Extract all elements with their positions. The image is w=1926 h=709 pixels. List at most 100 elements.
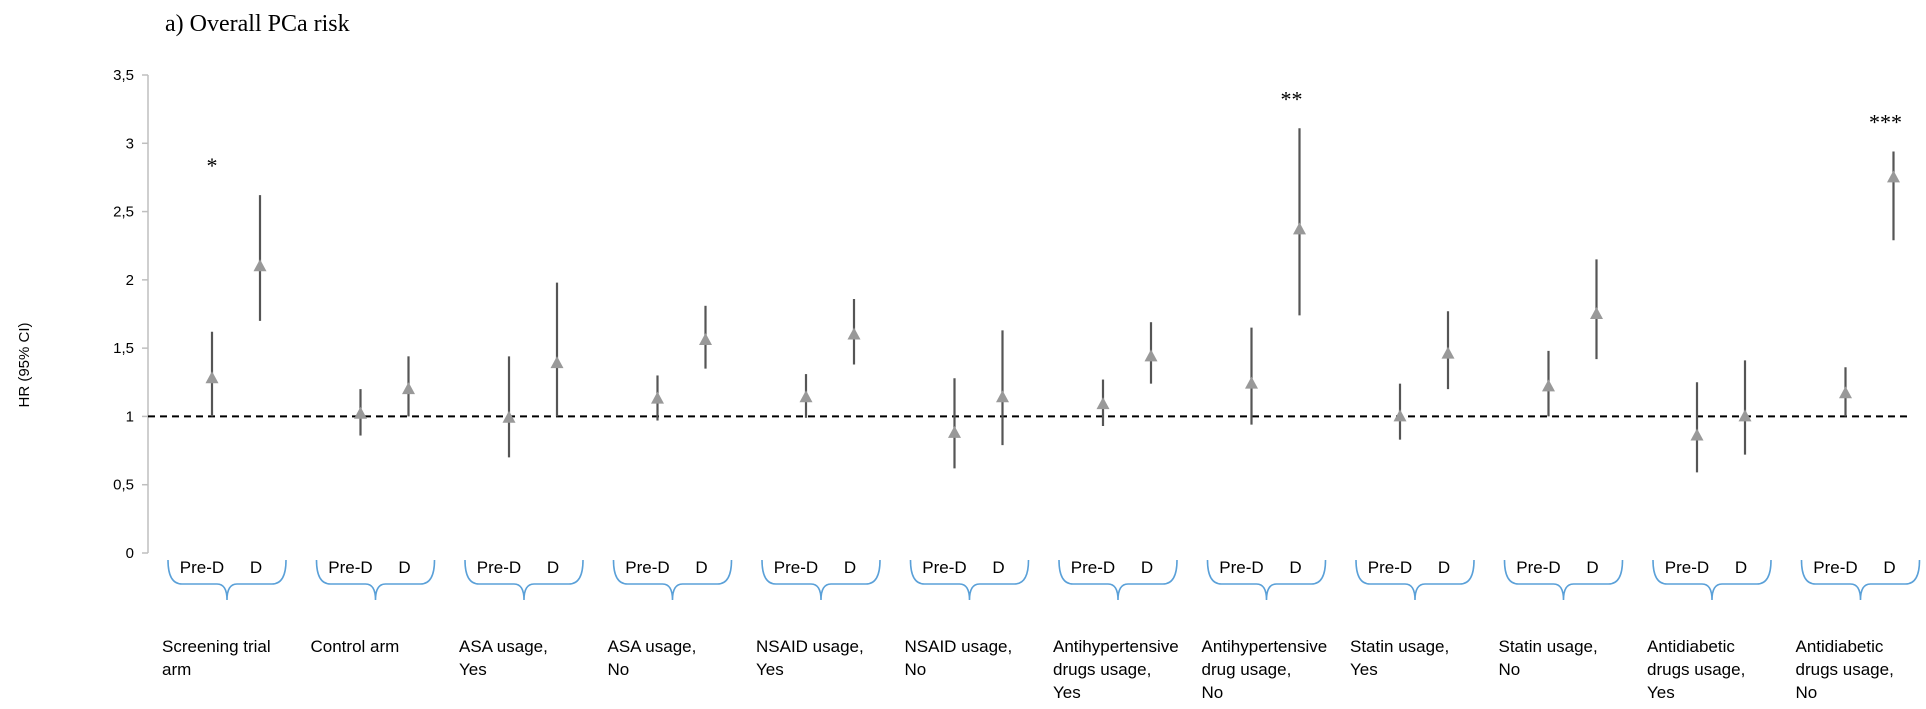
group-bracket <box>761 559 881 601</box>
group-label: Statin usage, <box>1350 637 1449 656</box>
plot-marks: ****** <box>205 86 1902 473</box>
hr-marker <box>502 410 516 423</box>
group-label: No <box>1499 660 1521 679</box>
hr-marker <box>1839 386 1852 399</box>
y-tick-label: 2 <box>126 272 134 289</box>
group-label: Antidiabetic <box>1796 637 1884 656</box>
group-label: Antihypertensive <box>1202 637 1328 656</box>
hr-marker <box>1590 307 1603 319</box>
significance-marker: ** <box>1281 86 1303 111</box>
group-label: Yes <box>1647 683 1675 702</box>
group-bracket <box>167 559 287 601</box>
phase-label-d: D <box>695 558 707 577</box>
phase-label-pre-d: Pre-D <box>1516 558 1560 577</box>
phase-label-pre-d: Pre-D <box>1219 558 1263 577</box>
phase-label-d: D <box>992 558 1004 577</box>
phase-label-d: D <box>1438 558 1450 577</box>
group-label: NSAID usage, <box>756 637 864 656</box>
group-label: No <box>1796 683 1818 702</box>
group-brackets <box>167 559 1921 601</box>
hr-marker <box>1441 346 1455 359</box>
phase-label-d: D <box>547 558 559 577</box>
y-tick-label: 1 <box>126 408 134 425</box>
phase-label-pre-d: Pre-D <box>477 558 521 577</box>
phase-label-d: D <box>1586 558 1598 577</box>
group-bracket <box>1355 559 1475 601</box>
group-label: Screening trial <box>162 637 271 656</box>
significance-marker: * <box>207 153 218 178</box>
group-bracket <box>464 559 584 601</box>
group-bracket <box>612 559 733 601</box>
phase-label-d: D <box>1883 558 1895 577</box>
group-label: arm <box>162 660 191 679</box>
hr-marker <box>1690 428 1704 441</box>
group-label: drugs usage, <box>1647 660 1745 679</box>
group-label: Control arm <box>311 637 400 656</box>
group-bracket <box>1503 559 1624 601</box>
phase-label-d: D <box>1289 558 1301 577</box>
group-label: ASA usage, <box>459 637 548 656</box>
y-tick-label: 3,5 <box>113 67 134 84</box>
hr-marker <box>1293 222 1306 235</box>
y-tick-label: 0 <box>126 545 134 562</box>
phase-label-d: D <box>1141 558 1153 577</box>
group-bracket <box>909 559 1030 601</box>
phase-label-pre-d: Pre-D <box>328 558 372 577</box>
group-label: ASA usage, <box>608 637 697 656</box>
chart-title: a) Overall PCa risk <box>165 11 350 37</box>
group-bracket <box>1800 559 1921 601</box>
y-axis: 0 0,5 1 1,5 2 2,5 3 3,5 <box>113 67 149 562</box>
hr-marker <box>1245 376 1258 389</box>
hr-marker <box>1887 170 1900 183</box>
hr-marker <box>651 391 664 404</box>
group-label: Yes <box>756 660 784 679</box>
group-label: No <box>1202 683 1224 702</box>
group-bracket <box>1652 559 1772 601</box>
phase-label-pre-d: Pre-D <box>180 558 224 577</box>
group-label: Yes <box>1053 683 1081 702</box>
y-tick-label: 3 <box>126 135 134 152</box>
group-label: drug usage, <box>1202 660 1292 679</box>
y-tick-label: 2,5 <box>113 204 134 221</box>
hr-marker <box>948 425 961 438</box>
phase-label-d: D <box>844 558 856 577</box>
group-label: No <box>905 660 927 679</box>
hr-marker <box>1096 397 1110 410</box>
y-tick-label: 1,5 <box>113 340 134 357</box>
phase-label-pre-d: Pre-D <box>1665 558 1709 577</box>
phase-label-pre-d: Pre-D <box>1813 558 1857 577</box>
group-label: Yes <box>459 660 487 679</box>
group-bracket <box>315 559 436 601</box>
hr-marker <box>847 327 861 340</box>
y-axis-label: HR (95% CI) <box>16 322 33 407</box>
phase-label-d: D <box>1735 558 1747 577</box>
group-label: drugs usage, <box>1053 660 1151 679</box>
group-label: No <box>608 660 630 679</box>
hr-marker <box>354 406 367 419</box>
hr-marker <box>253 259 267 272</box>
hr-marker <box>205 371 219 384</box>
phase-label-pre-d: Pre-D <box>774 558 818 577</box>
phase-label-d: D <box>398 558 410 577</box>
hr-marker <box>1542 379 1555 392</box>
hr-marker <box>699 332 712 345</box>
hr-marker <box>996 390 1009 403</box>
phase-label-pre-d: Pre-D <box>625 558 669 577</box>
hr-marker <box>1393 409 1407 422</box>
group-bracket <box>1206 559 1327 601</box>
hr-marker <box>550 356 564 369</box>
group-label: Statin usage, <box>1499 637 1598 656</box>
phase-label-d: D <box>250 558 262 577</box>
group-label: drugs usage, <box>1796 660 1894 679</box>
phase-label-pre-d: Pre-D <box>1071 558 1115 577</box>
hr-marker <box>402 382 415 395</box>
significance-marker: *** <box>1869 109 1902 134</box>
hr-marker <box>799 390 813 403</box>
y-tick-label: 0,5 <box>113 477 134 494</box>
group-label: NSAID usage, <box>905 637 1013 656</box>
phase-label-pre-d: Pre-D <box>1368 558 1412 577</box>
group-bracket <box>1058 559 1178 601</box>
group-label: Antihypertensive <box>1053 637 1179 656</box>
group-label: Antidiabetic <box>1647 637 1735 656</box>
